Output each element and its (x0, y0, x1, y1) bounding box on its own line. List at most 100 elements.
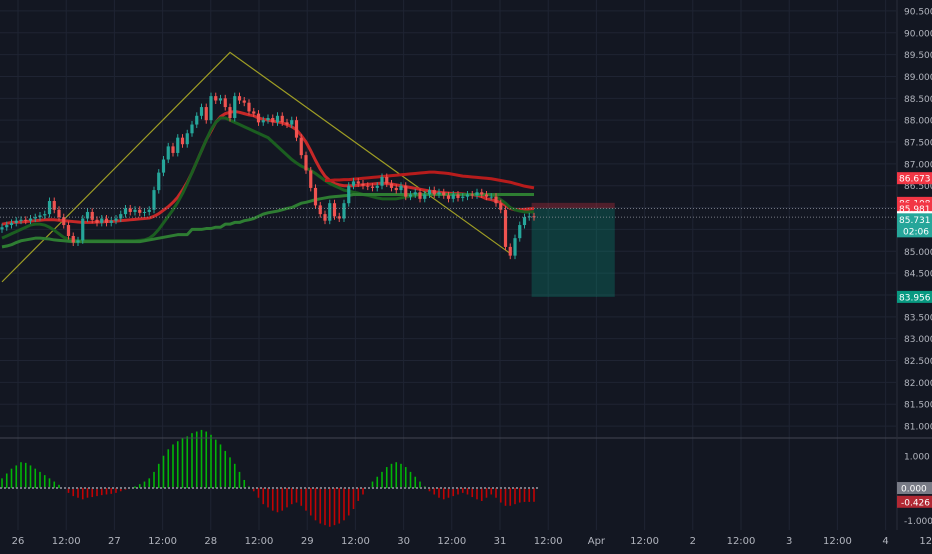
y-tick-label: 87.000 (904, 160, 932, 170)
x-tick-label: 12:00 (727, 536, 756, 547)
grid (0, 0, 896, 530)
x-tick-label: 27 (108, 536, 121, 547)
candle-body (209, 96, 213, 121)
candle-body (237, 96, 242, 101)
candle-body (470, 194, 474, 196)
candle-body (442, 192, 446, 196)
candle-body (218, 98, 223, 101)
candle-body (456, 194, 460, 198)
candle-body (451, 194, 455, 199)
price-label-text: 85.731 (899, 216, 931, 226)
candle-body (171, 146, 175, 153)
candle-body (204, 107, 208, 121)
candle-body (85, 211, 90, 219)
price-labels: 86.67386.10885.98185.78185.73102:0683.95… (897, 172, 932, 508)
x-tick-label: 12:00 (52, 536, 81, 547)
candle-body (190, 124, 194, 134)
trendlines[interactable] (1, 51, 511, 283)
candle-body (0, 227, 4, 230)
price-label-text: 86.673 (899, 175, 931, 185)
candle-body (385, 176, 389, 184)
candle-body (494, 196, 498, 204)
moving-average-line (325, 170, 535, 190)
x-tick-label: 12:00 (534, 536, 563, 547)
osc-label-text: 0.000 (901, 485, 927, 495)
candle-body (503, 209, 508, 247)
price-label-countdown: 02:06 (903, 227, 929, 237)
candle-body (446, 195, 451, 199)
candle-body (161, 159, 166, 173)
candle-body (404, 185, 408, 197)
candle-body (318, 205, 322, 215)
price-label-text: 85.981 (899, 205, 931, 215)
candle-body (271, 117, 275, 123)
candle-body (195, 115, 199, 125)
x-tick-label: 12:00 (341, 536, 370, 547)
candle-body (280, 115, 284, 123)
candle-body (242, 100, 246, 103)
y-tick-label: 83.500 (904, 313, 932, 323)
candle-body (100, 218, 104, 223)
y-tick-label: 85.000 (904, 248, 932, 258)
candle-body (33, 217, 37, 219)
y-tick-label: 89.000 (904, 73, 932, 83)
candle-body (461, 196, 465, 198)
osc-label-box (897, 482, 932, 495)
candle-body (380, 176, 384, 186)
y-tick-label: 89.500 (904, 51, 932, 61)
x-tick-label: 31 (494, 536, 507, 547)
candle-body (123, 208, 128, 215)
candle-body (266, 117, 270, 121)
candle-body (62, 217, 66, 226)
candle-body (81, 218, 85, 241)
candle-body (43, 214, 47, 216)
candle-body (522, 217, 527, 226)
candle-body (199, 107, 204, 116)
candle-body (356, 181, 360, 184)
candle-body (147, 209, 151, 212)
stop-loss-zone (531, 202, 615, 209)
candle-body (484, 194, 489, 197)
candle-body (109, 220, 113, 223)
x-tick-label: 26 (12, 536, 25, 547)
candle-body (214, 96, 218, 101)
y-tick-label: 90.500 (904, 7, 932, 17)
candle-body (347, 185, 351, 204)
candle-body (290, 120, 294, 125)
y-tick-label: 84.500 (904, 270, 932, 280)
candle-body (252, 111, 256, 114)
candle-body (114, 218, 118, 221)
candle-body (432, 190, 436, 195)
x-tick-label: 12:00 (919, 536, 932, 547)
candle-body (513, 238, 517, 256)
candle-body (256, 113, 261, 123)
candle-body (176, 137, 180, 153)
candle-body (142, 211, 147, 213)
x-tick-label: Apr (588, 536, 606, 547)
candle-body (180, 137, 185, 145)
pattern-trendline (1, 51, 511, 283)
candle-body (47, 201, 52, 215)
x-tick-label: 2 (690, 536, 696, 547)
price-label-box (897, 290, 932, 303)
price-label-box (897, 213, 932, 238)
candle-body (375, 185, 379, 188)
candle-body (152, 190, 156, 210)
candle-body (389, 183, 394, 188)
candle-body (5, 225, 9, 228)
candle-body (427, 190, 432, 195)
candle-body (508, 246, 512, 256)
candle-body (261, 120, 265, 123)
candle-body (95, 219, 99, 223)
position-tool[interactable] (531, 202, 615, 297)
candle-body (313, 187, 318, 206)
candle-body (133, 209, 137, 212)
candle-body (247, 102, 251, 112)
x-tick-label: 12:00 (630, 536, 659, 547)
y-tick-label: 90.000 (904, 29, 932, 39)
candle-body (66, 225, 71, 236)
candle-body (19, 219, 23, 221)
candle-body (413, 192, 417, 195)
